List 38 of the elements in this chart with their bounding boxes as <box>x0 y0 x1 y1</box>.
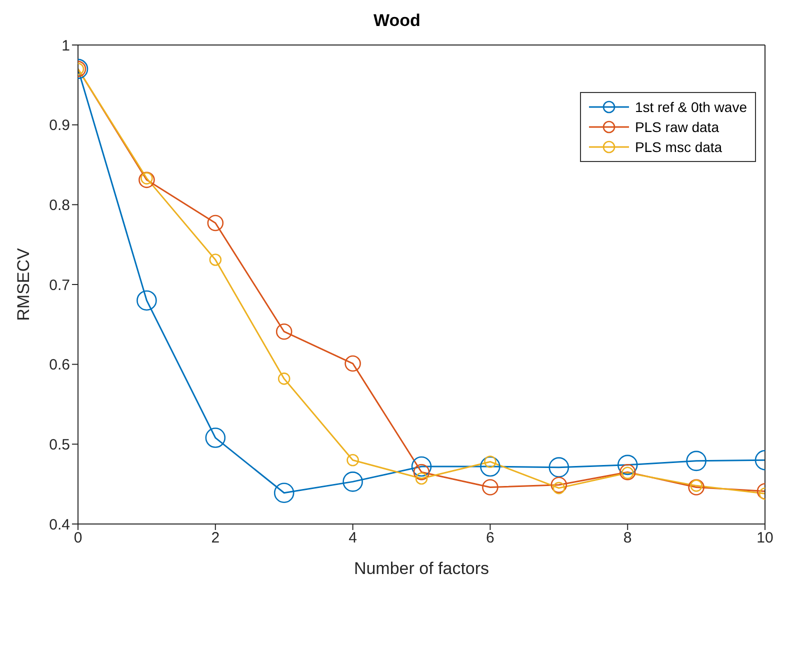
y-tick-label: 0.9 <box>49 117 70 134</box>
point <box>548 457 570 478</box>
point <box>482 479 498 496</box>
point <box>138 172 155 188</box>
legend-label: 1st ref & 0th wave <box>634 99 747 115</box>
y-tick-label: 0.7 <box>49 276 70 294</box>
legend-label: PLS raw data <box>634 119 719 135</box>
point <box>686 450 706 472</box>
point <box>136 290 157 311</box>
x-axis-title: Number of factors <box>354 559 490 578</box>
x-tick-label: 2 <box>211 530 220 547</box>
x-tick-label: 10 <box>756 530 774 547</box>
y-tick-label: 1 <box>62 37 70 54</box>
y-tick-label: 0.8 <box>49 196 70 214</box>
point <box>550 476 568 494</box>
y-axis-title: RMSECV <box>14 247 34 321</box>
point <box>209 254 222 266</box>
point <box>207 214 224 232</box>
y-tick-label: 0.6 <box>49 356 70 374</box>
point <box>342 472 363 492</box>
point <box>411 456 432 477</box>
point <box>276 323 292 340</box>
point <box>346 454 359 466</box>
point <box>278 372 290 385</box>
point <box>344 355 361 372</box>
point <box>688 479 704 496</box>
x-tick-label: 0 <box>74 530 82 547</box>
point <box>480 456 500 477</box>
x-tick-label: 4 <box>348 530 357 547</box>
point <box>274 482 294 504</box>
x-tick-label: 8 <box>623 530 632 547</box>
y-tick-label: 0.4 <box>49 516 70 534</box>
point <box>205 428 226 448</box>
y-tick-label: 0.5 <box>49 436 70 454</box>
chart-title: Wood <box>372 10 422 32</box>
legend-label: PLS msc data <box>634 139 722 155</box>
point <box>617 454 638 476</box>
x-tick-label: 6 <box>486 530 494 547</box>
